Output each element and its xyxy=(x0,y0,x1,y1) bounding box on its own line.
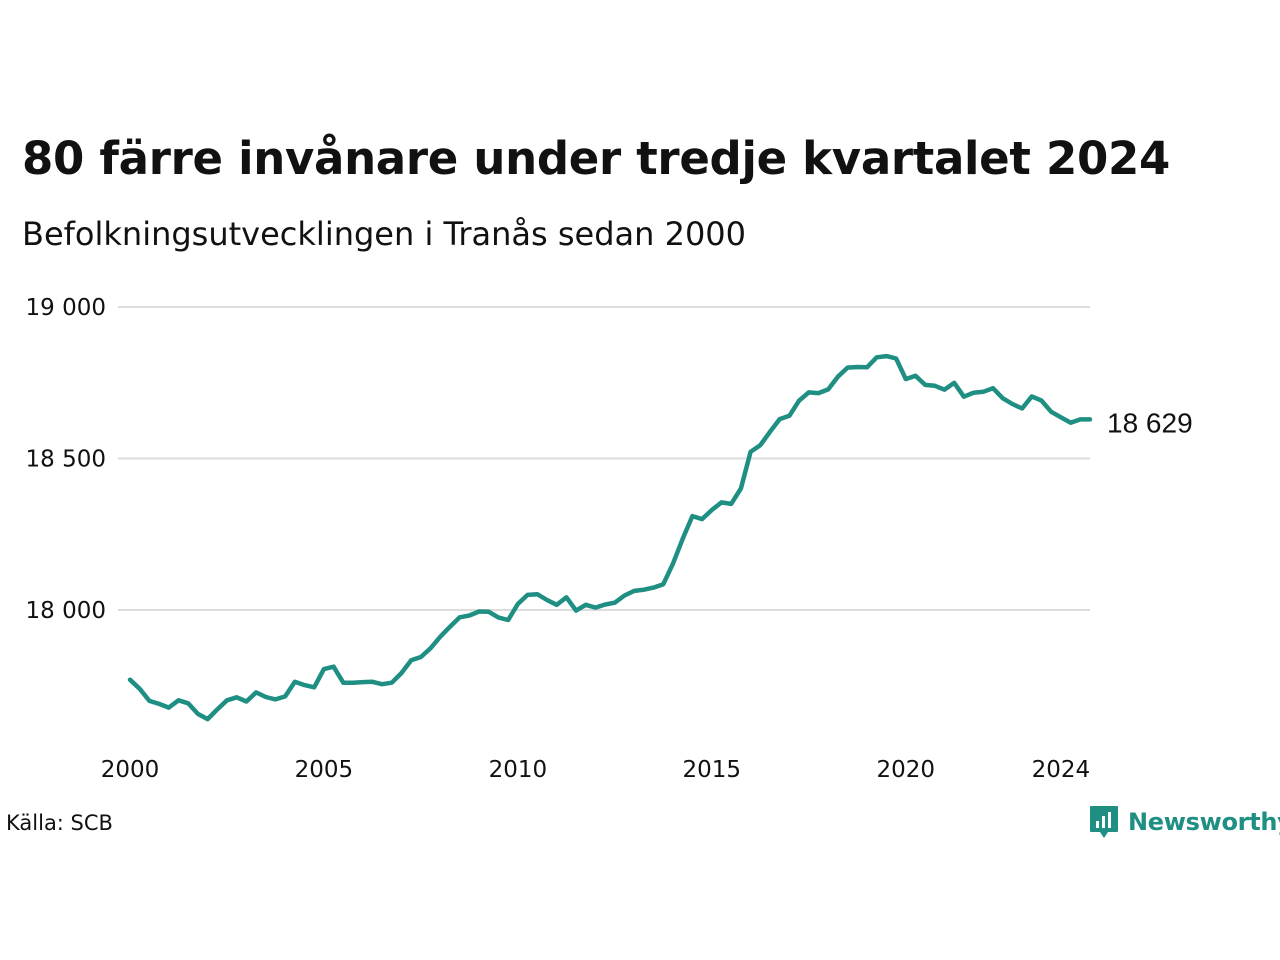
brand-name: Newsworthy xyxy=(1128,808,1280,836)
x-tick-label: 2020 xyxy=(876,757,935,783)
population-series-line xyxy=(127,353,1093,722)
chart-subtitle: Befolkningsutvecklingen i Tranås sedan 2… xyxy=(22,215,747,253)
chart-title: 80 färre invånare under tredje kvartalet… xyxy=(22,132,1171,185)
source-note: Källa: SCB xyxy=(6,811,113,835)
x-axis-tick-labels: 2000 2005 2010 2015 2020 2024 xyxy=(101,757,1090,783)
x-tick-label: 2015 xyxy=(683,757,742,783)
y-tick-label: 18 000 xyxy=(26,598,106,624)
last-value-label: 18 629 xyxy=(1107,407,1193,438)
x-tick-label: 2000 xyxy=(101,757,160,783)
grid-lines xyxy=(118,306,1090,611)
x-tick-label: 2010 xyxy=(489,757,548,783)
x-tick-label: 2005 xyxy=(295,757,354,783)
y-tick-label: 19 000 xyxy=(26,295,106,321)
newsworthy-logo-icon xyxy=(1090,806,1118,838)
y-axis-tick-labels: 18 000 18 500 19 000 xyxy=(26,295,106,624)
y-tick-label: 18 500 xyxy=(26,447,106,473)
brand-logo: Newsworthy xyxy=(1088,804,1280,840)
x-tick-label: 2024 xyxy=(1032,757,1091,783)
